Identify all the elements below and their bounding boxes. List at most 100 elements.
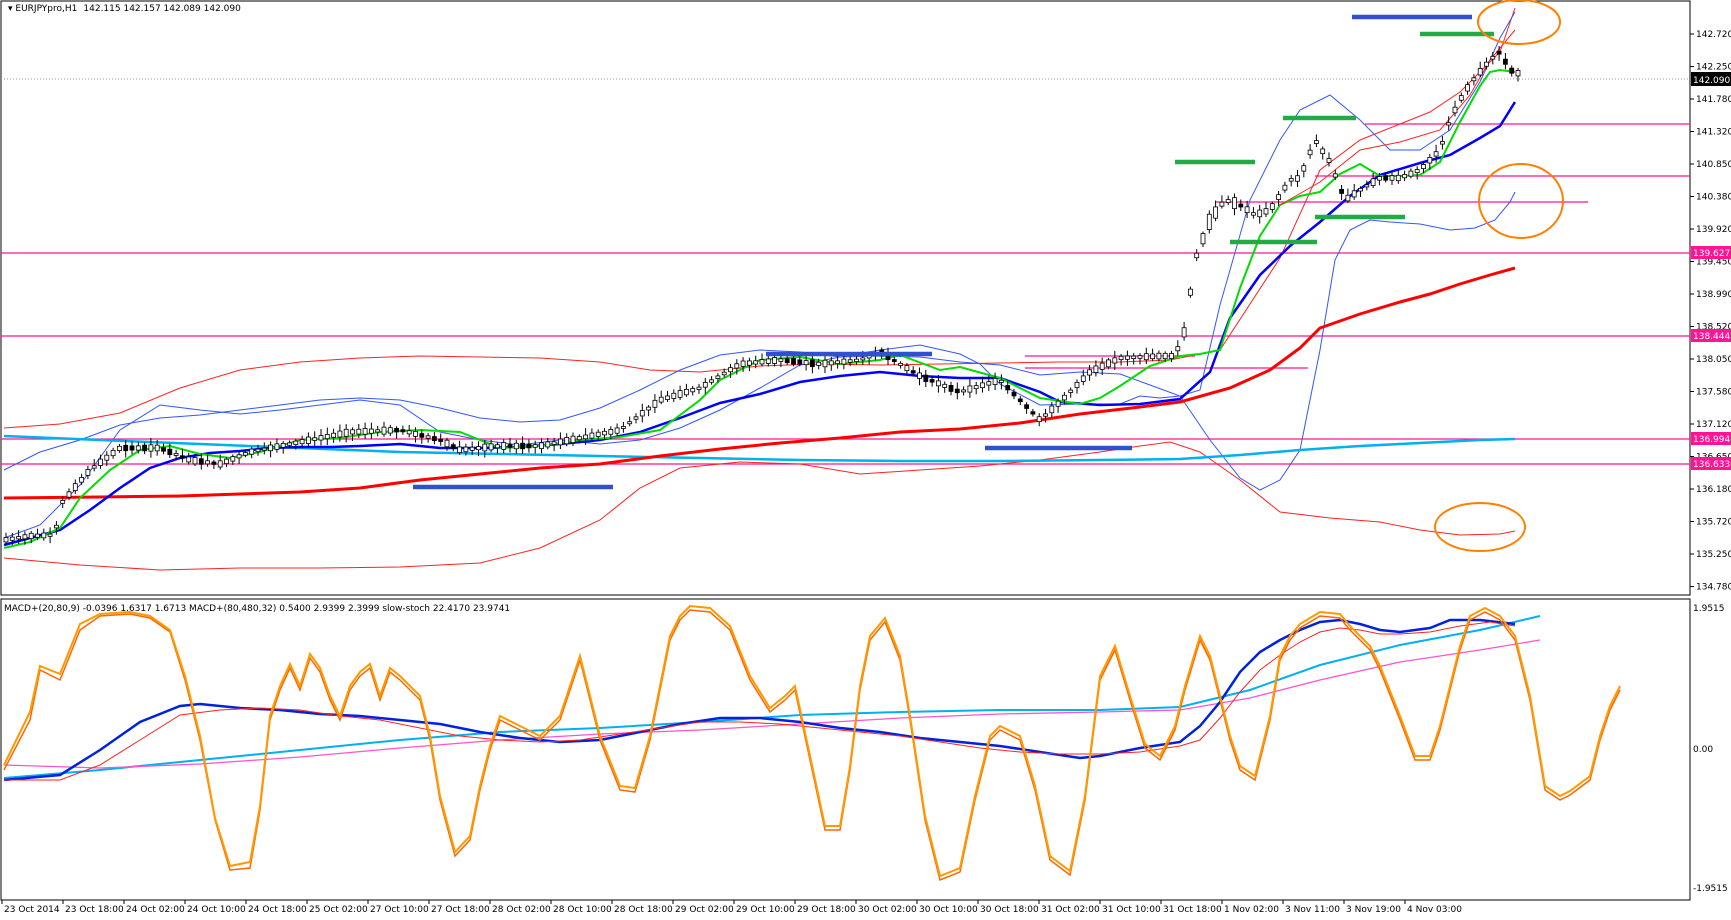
candle-body — [381, 426, 387, 435]
stoch-main — [3, 604, 1621, 878]
candle-body — [1181, 327, 1187, 338]
candle-body — [1175, 346, 1181, 352]
candle-body — [117, 445, 122, 451]
price-axis-label: 137.580 — [1696, 388, 1731, 398]
candle-body — [211, 461, 217, 465]
candle-body — [740, 360, 746, 367]
candle-body — [551, 441, 557, 445]
candle-body — [772, 357, 777, 364]
price-axis-label: 140.850 — [1696, 160, 1731, 170]
candle-body — [3, 537, 9, 543]
level-tags: 139.627 138.444 136.994 136.633 — [1691, 246, 1731, 470]
current-price-tag-bg — [1691, 72, 1731, 86]
time-axis-label: 3 Nov 19:00 — [1346, 905, 1401, 915]
candle-body — [1068, 389, 1074, 393]
candle-body — [1477, 68, 1483, 76]
candle-body — [501, 442, 507, 450]
candle-body — [1251, 212, 1256, 216]
candle-body — [217, 460, 223, 468]
candle-body — [1358, 187, 1363, 192]
candle-body — [198, 458, 204, 465]
candle-body — [179, 455, 185, 459]
candle-body — [1295, 175, 1300, 182]
candle-body — [923, 374, 929, 382]
candle-body — [104, 454, 110, 461]
candle-body — [274, 443, 280, 450]
candle-body — [1244, 206, 1250, 214]
candle-body — [999, 379, 1004, 383]
time-axis-label: 24 Oct 10:00 — [187, 905, 246, 915]
candle-body — [545, 441, 551, 448]
candle-body — [1314, 140, 1319, 144]
candle-body — [1452, 106, 1458, 114]
candle-body — [854, 358, 859, 362]
candle-body — [28, 532, 34, 539]
candle-body — [1188, 288, 1193, 296]
candle-body — [633, 416, 639, 420]
candle-body — [791, 358, 796, 365]
current-price-tag: 142.090 — [1693, 76, 1730, 86]
candle-body — [715, 375, 721, 380]
time-axis-label: 31 Oct 18:00 — [1163, 905, 1222, 915]
candle-body — [161, 447, 166, 452]
time-axis-label: 31 Oct 02:00 — [1041, 905, 1100, 915]
candle-body — [614, 427, 620, 434]
candle-body — [513, 442, 519, 450]
candle-body — [1106, 359, 1111, 368]
candle-body — [904, 365, 910, 372]
candle-body — [728, 367, 733, 373]
candle-body — [9, 536, 15, 541]
candle-body — [1125, 355, 1130, 360]
candle-body — [1490, 55, 1496, 60]
candle-body — [828, 360, 834, 366]
macd-slow-signal — [3, 639, 1541, 769]
candle-body — [1288, 178, 1294, 182]
candle-body — [753, 360, 759, 365]
indicator-axis-max: 1.9515 — [1693, 604, 1725, 614]
candle-body — [1446, 122, 1452, 126]
candle-body — [677, 390, 683, 398]
candle-body — [784, 358, 790, 364]
candle-body — [1414, 169, 1420, 174]
candle-body — [734, 363, 740, 369]
candle-body — [1503, 58, 1508, 65]
price-axis-label: 134.780 — [1696, 583, 1731, 593]
candle-body — [948, 385, 954, 392]
candle-body — [205, 460, 211, 465]
candle-body — [1496, 50, 1502, 55]
price-axis-label: 142.720 — [1696, 30, 1731, 40]
candle-body — [595, 431, 601, 437]
candle-body — [1087, 369, 1092, 376]
time-axis-label: 3 Nov 11:00 — [1285, 905, 1340, 915]
candle-body — [1156, 352, 1162, 360]
candle-body — [192, 457, 198, 465]
candle-body — [992, 377, 998, 385]
candle-body — [1471, 77, 1477, 82]
time-axis-label: 27 Oct 10:00 — [370, 905, 429, 915]
candle-body — [35, 533, 40, 538]
annotation-ellipse-mid — [1478, 163, 1564, 239]
candle-body — [1377, 176, 1382, 181]
level-tag: 139.627 — [1693, 249, 1730, 259]
candle-body — [1465, 84, 1470, 92]
candle-body — [142, 444, 148, 452]
candle-body — [936, 380, 941, 387]
bollinger-bands — [3, 11, 1516, 539]
candle-body — [1074, 381, 1080, 389]
candle-body — [1150, 353, 1155, 360]
candle-body — [1421, 163, 1426, 170]
candle-body — [1282, 184, 1288, 191]
candle-body — [230, 456, 236, 462]
candle-body — [400, 429, 406, 433]
candle-body — [778, 358, 784, 362]
price-pane-frame — [0, 0, 1691, 596]
time-axis-label: 23 Oct 2014 — [4, 905, 60, 915]
candle-body — [1011, 391, 1017, 397]
candle-body — [1232, 197, 1237, 210]
candle-body — [1213, 206, 1218, 219]
time-axis-label: 28 Oct 02:00 — [492, 905, 551, 915]
candle-body — [1055, 400, 1061, 407]
candle-body — [532, 444, 538, 448]
